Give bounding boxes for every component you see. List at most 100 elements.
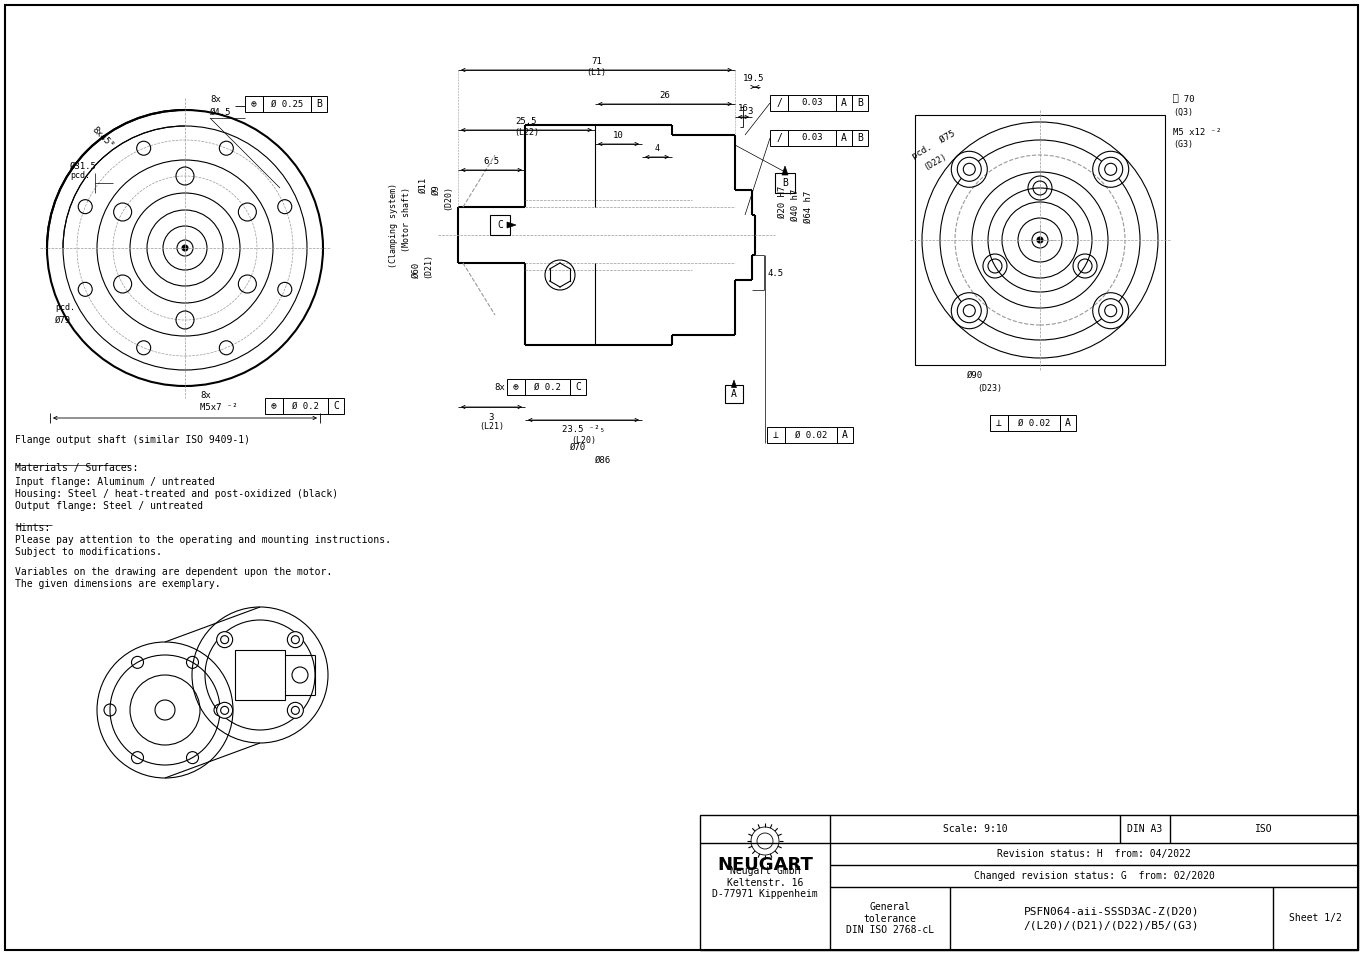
Text: Ø11: Ø11: [418, 177, 428, 193]
Text: C: C: [333, 401, 339, 411]
Bar: [311, 96, 327, 112]
Bar: [990, 415, 1009, 431]
Circle shape: [183, 245, 188, 251]
Bar: [284, 398, 328, 414]
Text: Please pay attention to the operating and mounting instructions.: Please pay attention to the operating an…: [15, 535, 391, 545]
Bar: [725, 385, 743, 403]
Bar: [776, 173, 795, 193]
Text: Ø70: Ø70: [571, 442, 586, 452]
Text: Materials / Surfaces:: Materials / Surfaces:: [15, 463, 139, 473]
Text: 8x45°: 8x45°: [90, 125, 116, 151]
Text: A: A: [731, 389, 737, 399]
Text: Sheet 1/2: Sheet 1/2: [1289, 914, 1343, 923]
Bar: [836, 95, 852, 111]
Bar: [264, 398, 284, 414]
Text: NEUGART: NEUGART: [717, 856, 812, 874]
Text: Ø79: Ø79: [55, 315, 71, 325]
Text: Hints:: Hints:: [15, 523, 50, 533]
Text: (D21): (D21): [424, 252, 432, 278]
Bar: [1060, 415, 1075, 431]
Text: C: C: [497, 220, 503, 230]
Text: ⊕: ⊕: [271, 401, 277, 411]
Bar: [701, 815, 1358, 950]
Text: /: /: [776, 133, 782, 143]
Text: Ø 0.02: Ø 0.02: [1018, 418, 1050, 428]
Text: 16: 16: [739, 104, 748, 114]
Bar: [770, 130, 788, 146]
Text: (G3): (G3): [1174, 140, 1193, 150]
Circle shape: [957, 158, 981, 181]
Bar: [1009, 415, 1060, 431]
Text: ⊕: ⊕: [512, 382, 519, 392]
Text: Ø20 H7: Ø20 H7: [777, 186, 786, 218]
Text: pcd.: pcd.: [70, 172, 90, 180]
Text: 4.5: 4.5: [767, 268, 784, 278]
Text: PSFN064-aii-SSSD3AC-Z(D20): PSFN064-aii-SSSD3AC-Z(D20): [1024, 906, 1199, 917]
Bar: [507, 379, 525, 395]
Bar: [836, 130, 852, 146]
Text: ⊥: ⊥: [773, 430, 778, 440]
Bar: [263, 96, 311, 112]
Text: Ø40 h7: Ø40 h7: [791, 189, 800, 222]
Text: ⊥: ⊥: [996, 418, 1002, 428]
Text: (L22): (L22): [514, 129, 538, 138]
Text: General
tolerance
DIN ISO 2768-cL: General tolerance DIN ISO 2768-cL: [846, 902, 934, 935]
Text: 0.03: 0.03: [801, 98, 823, 108]
Bar: [328, 398, 343, 414]
Text: (Motor shaft): (Motor shaft): [402, 187, 410, 252]
Text: A: A: [841, 98, 846, 108]
Text: 26: 26: [660, 92, 671, 100]
Polygon shape: [732, 380, 736, 388]
Text: 10: 10: [613, 132, 624, 140]
Text: M5x7 ⁻²: M5x7 ⁻²: [200, 404, 237, 413]
Text: (D20): (D20): [443, 184, 453, 209]
Text: (Q3): (Q3): [1174, 108, 1193, 117]
Text: (D22): (D22): [921, 152, 949, 172]
Text: Ø4.5: Ø4.5: [210, 108, 232, 117]
Circle shape: [217, 631, 233, 647]
Text: 4: 4: [654, 144, 660, 154]
Text: M5 x12 ⁻²: M5 x12 ⁻²: [1174, 129, 1221, 138]
Bar: [837, 427, 853, 443]
Text: (L21): (L21): [478, 422, 504, 432]
Text: B: B: [782, 178, 788, 188]
Text: Ø 0.2: Ø 0.2: [534, 383, 562, 392]
Text: The given dimensions are exemplary.: The given dimensions are exemplary.: [15, 579, 221, 589]
Polygon shape: [507, 222, 517, 228]
Text: 6.5: 6.5: [484, 158, 500, 166]
Text: (L20): (L20): [571, 435, 596, 444]
Text: A: A: [841, 133, 846, 143]
Bar: [245, 96, 263, 112]
Bar: [788, 95, 836, 111]
Bar: [570, 379, 586, 395]
Text: 8x: 8x: [495, 383, 506, 392]
Text: ISO: ISO: [1255, 824, 1273, 834]
Text: Ø 0.02: Ø 0.02: [795, 431, 827, 439]
Text: Ø31.5: Ø31.5: [70, 161, 97, 171]
Text: Flange output shaft (similar ISO 9409-1): Flange output shaft (similar ISO 9409-1): [15, 435, 249, 445]
Text: Scale: 9:10: Scale: 9:10: [943, 824, 1007, 834]
Text: B: B: [857, 133, 863, 143]
Bar: [491, 215, 510, 235]
Text: Variables on the drawing are dependent upon the motor.: Variables on the drawing are dependent u…: [15, 567, 333, 577]
Text: Ø 0.25: Ø 0.25: [271, 99, 303, 109]
Bar: [767, 427, 785, 443]
Text: Changed revision status: G  from: 02/2020: Changed revision status: G from: 02/2020: [973, 871, 1214, 881]
Circle shape: [957, 299, 981, 323]
Text: 3: 3: [489, 413, 495, 421]
Text: Output flange: Steel / untreated: Output flange: Steel / untreated: [15, 501, 203, 511]
Text: Revision status: H  from: 04/2022: Revision status: H from: 04/2022: [998, 849, 1191, 859]
Text: ⎕ 70: ⎕ 70: [1174, 96, 1194, 104]
Bar: [915, 115, 1165, 365]
Polygon shape: [782, 166, 788, 175]
Text: /: /: [776, 98, 782, 108]
Circle shape: [288, 631, 304, 647]
Text: ⊕: ⊕: [251, 99, 258, 109]
Text: A: A: [1065, 418, 1071, 428]
Text: (Clamping system): (Clamping system): [388, 182, 398, 267]
Text: (D23): (D23): [977, 384, 1003, 393]
Text: C: C: [575, 382, 581, 392]
Circle shape: [288, 702, 304, 718]
Text: Neugart GmbH
Keltenstr. 16
D-77971 Kippenheim: Neugart GmbH Keltenstr. 16 D-77971 Kippe…: [711, 866, 818, 899]
Text: Ø60: Ø60: [412, 262, 421, 278]
